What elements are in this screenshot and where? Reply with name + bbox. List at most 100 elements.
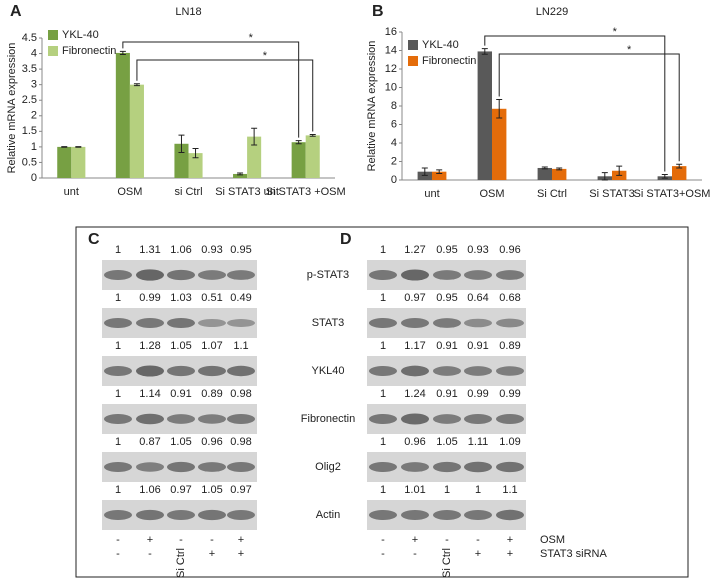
y-tick-label: 4.5: [22, 32, 37, 44]
blot-band: [433, 461, 461, 473]
quantification: 1.17: [404, 340, 425, 352]
treatment-mark: +: [412, 534, 418, 546]
quantification: 1.24: [404, 388, 425, 400]
blot-band: [433, 366, 461, 376]
error-bar: [481, 48, 488, 55]
quantification: 0.97: [230, 484, 251, 496]
blot-band: [136, 269, 164, 281]
error-bar: [61, 146, 68, 148]
quantification: 0.97: [404, 292, 425, 304]
quantification: 0.64: [467, 292, 488, 304]
y-tick-label: 4: [391, 137, 397, 149]
quantification: 0.99: [467, 388, 488, 400]
blot-band: [496, 270, 524, 280]
x-tick-label: Si STAT3: [589, 188, 634, 200]
blot-band: [401, 462, 429, 472]
panel-label: D: [340, 231, 352, 248]
quantification: 0.95: [436, 244, 457, 256]
bar: [432, 171, 447, 180]
treatment-mark: -: [445, 534, 449, 546]
treatment-mark: +: [507, 534, 513, 546]
legend-swatch: [48, 46, 58, 56]
blot-band: [227, 319, 255, 327]
blot-band: [369, 270, 397, 280]
blot-band: [464, 318, 492, 328]
treatment-mark: -: [210, 534, 214, 546]
bar: [305, 135, 320, 178]
chart-title: LN229: [536, 6, 568, 18]
y-tick-label: 1.5: [22, 125, 37, 137]
quantification: 0.93: [201, 244, 222, 256]
blot-band: [167, 510, 195, 520]
bar: [552, 168, 567, 180]
blot-band: [369, 414, 397, 424]
y-tick-label: 0: [31, 172, 37, 184]
quantification: 0.96: [201, 436, 222, 448]
blot-band: [167, 269, 195, 281]
row-label: YKL40: [311, 365, 344, 377]
error-bar: [661, 173, 668, 179]
treatment-mark: Si Ctrl: [441, 548, 453, 578]
quantification: 1: [115, 340, 121, 352]
quantification: 1: [115, 436, 121, 448]
blot-band: [496, 414, 524, 424]
blot-band: [167, 461, 195, 473]
blot-band: [496, 318, 524, 328]
y-tick-label: 8: [391, 100, 397, 112]
blot-band: [104, 318, 132, 328]
quantification: 0.91: [436, 388, 457, 400]
x-tick-label: Si STAT3 +OSM: [266, 186, 346, 198]
treatment-mark: -: [381, 548, 385, 560]
y-tick-label: 12: [385, 63, 397, 75]
treatment-mark: -: [116, 534, 120, 546]
quantification: 1.05: [436, 436, 457, 448]
blot-band: [104, 366, 132, 376]
panel-label: C: [88, 231, 100, 248]
quantification: 0.91: [467, 340, 488, 352]
error-bar: [421, 167, 428, 176]
y-axis-label: Relative mRNA expression: [366, 41, 378, 172]
x-tick-label: OSM: [479, 188, 504, 200]
error-bar: [192, 147, 199, 159]
legend-swatch: [408, 56, 418, 66]
quantification: 1: [115, 244, 121, 256]
quantification: 1.06: [170, 244, 191, 256]
bar: [477, 51, 492, 180]
blot-band: [369, 366, 397, 376]
blot-band: [433, 510, 461, 520]
treatment-mark: -: [179, 534, 183, 546]
legend-swatch: [48, 30, 58, 40]
bar: [57, 146, 72, 178]
blot-band: [227, 510, 255, 520]
error-bar: [133, 83, 140, 87]
significance-bracket: [122, 41, 300, 138]
x-tick-label: unt: [424, 188, 439, 200]
bar: [672, 166, 687, 180]
treatment-mark: Si Ctrl: [175, 548, 187, 578]
panel-label: A: [10, 3, 22, 20]
blot-band: [464, 270, 492, 280]
quantification: 1.27: [404, 244, 425, 256]
significance-bracket: [136, 59, 314, 132]
quantification: 0.91: [436, 340, 457, 352]
y-tick-label: 4: [31, 47, 37, 59]
quantification: 1.1: [502, 484, 517, 496]
blot-band: [369, 510, 397, 520]
blot-band: [401, 318, 429, 328]
y-tick-label: 2: [391, 155, 397, 167]
quantification: 0.98: [230, 388, 251, 400]
blot-band: [401, 269, 429, 281]
quantification: 1.31: [139, 244, 160, 256]
x-tick-label: Si STAT3 unt: [215, 186, 279, 198]
error-bar: [616, 165, 623, 176]
significance-star: *: [249, 32, 254, 44]
quantification: 1: [380, 388, 386, 400]
error-bar: [237, 172, 244, 176]
quantification: 0.91: [170, 388, 191, 400]
row-label: p-STAT3: [307, 269, 349, 281]
treatment-mark: -: [148, 548, 152, 560]
error-bar: [436, 169, 443, 175]
blot-band: [104, 510, 132, 520]
error-bar: [309, 133, 316, 137]
row-label: Fibronectin: [301, 413, 355, 425]
